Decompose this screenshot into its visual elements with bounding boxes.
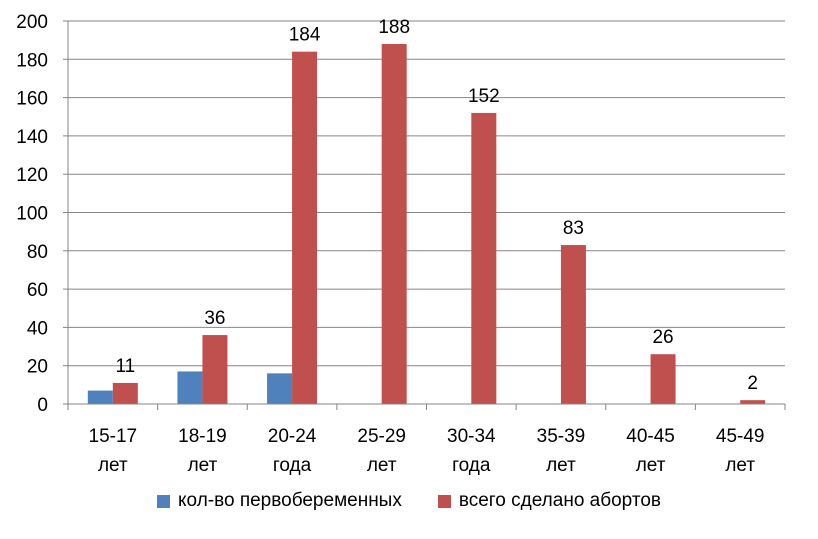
bar-series-1 bbox=[87, 390, 113, 404]
y-tick-label: 20 bbox=[27, 357, 48, 378]
x-category-label: 15-17 bbox=[89, 426, 138, 447]
x-category-label: 30-34 bbox=[447, 426, 496, 447]
bar-series-1 bbox=[177, 371, 203, 404]
data-label: 36 bbox=[204, 308, 225, 329]
legend-item-series-2: всего сделано абортов bbox=[437, 490, 661, 512]
data-label: 188 bbox=[378, 17, 410, 38]
x-category-label: 18-19 bbox=[178, 426, 227, 447]
legend-swatch-series-2 bbox=[437, 494, 451, 508]
bar-series-1 bbox=[267, 373, 293, 404]
data-label: 152 bbox=[468, 86, 500, 107]
legend-label-series-2: всего сделано абортов bbox=[458, 490, 661, 511]
data-label: 184 bbox=[289, 25, 321, 46]
x-category-label: лет bbox=[546, 455, 576, 476]
x-category-label: 20-24 bbox=[268, 426, 317, 447]
data-label: 83 bbox=[563, 218, 584, 239]
legend-label-series-1: кол-во первобеременных bbox=[178, 490, 402, 511]
y-tick-label: 120 bbox=[16, 165, 48, 186]
y-tick-label: 140 bbox=[16, 127, 48, 148]
bar-series-2 bbox=[560, 245, 586, 404]
data-labels: 11 36 184 188 152 83 26 2 bbox=[115, 17, 758, 394]
x-category-label: 45-49 bbox=[716, 426, 765, 447]
y-tick-label: 100 bbox=[16, 204, 48, 225]
legend: кол-во первобеременных всего сделано або… bbox=[0, 490, 818, 512]
x-category-label: лет bbox=[636, 455, 666, 476]
x-axis: 15-17 лет 18-19 лет 20-24 года 25-29 лет 30-34 го… bbox=[67, 403, 786, 476]
bar-series-2 bbox=[740, 400, 766, 404]
y-tick-label: 180 bbox=[16, 50, 48, 71]
x-category-label: лет bbox=[725, 455, 755, 476]
legend-item-series-1: кол-во первобеременных bbox=[157, 490, 402, 512]
bar-series-2 bbox=[471, 112, 497, 405]
data-label: 11 bbox=[115, 356, 135, 377]
x-category-label: лет bbox=[188, 455, 218, 476]
x-category-label: лет bbox=[367, 455, 397, 476]
bar-series-2 bbox=[112, 382, 138, 404]
bar-series-2 bbox=[202, 335, 228, 404]
bar-series-2 bbox=[650, 354, 676, 404]
x-category-label: года bbox=[452, 455, 491, 476]
y-tick-label: 80 bbox=[27, 242, 48, 263]
y-tick-label: 0 bbox=[37, 395, 48, 416]
y-tick-label: 60 bbox=[27, 280, 48, 301]
bars bbox=[87, 43, 766, 405]
x-category-label: 25-29 bbox=[357, 426, 406, 447]
x-category-label: 40-45 bbox=[626, 426, 675, 447]
legend-swatch-series-1 bbox=[157, 494, 171, 508]
y-tick-label: 160 bbox=[16, 89, 48, 110]
y-tick-label: 200 bbox=[16, 12, 48, 33]
data-label: 26 bbox=[652, 327, 673, 348]
gridlines bbox=[68, 20, 785, 367]
data-label: 2 bbox=[747, 373, 758, 394]
bar-series-2 bbox=[381, 43, 407, 404]
y-tick-label: 40 bbox=[27, 318, 48, 339]
x-category-label: лет bbox=[98, 455, 128, 476]
x-category-label: 35-39 bbox=[537, 426, 586, 447]
x-category-label: года bbox=[273, 455, 312, 476]
y-axis: 0 20 40 60 80 100 120 140 160 180 200 bbox=[16, 12, 69, 416]
bar-series-2 bbox=[292, 51, 318, 404]
